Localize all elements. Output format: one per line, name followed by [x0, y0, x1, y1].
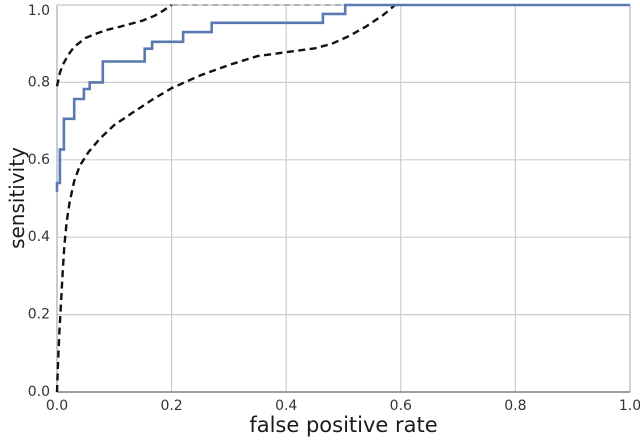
y-tick-label: 0.8 [28, 74, 50, 90]
x-tick-label: 0.8 [504, 398, 526, 414]
y-tick-label: 0.6 [28, 152, 50, 168]
y-tick-label: 0.0 [28, 384, 50, 400]
x-tick-label: 0.4 [275, 398, 297, 414]
x-tick-label: 1.0 [619, 398, 640, 414]
y-tick-label: 1.0 [28, 3, 50, 19]
roc-curve-line [55, 3, 630, 192]
x-axis-title: false positive rate [249, 413, 438, 437]
y-tick-label: 0.4 [28, 229, 50, 245]
y-axis-title: sensitivity [5, 147, 29, 249]
y-tick-label: 0.2 [28, 307, 50, 323]
confidence-band-upper-line [55, 4, 173, 87]
x-tick-label: 0.2 [160, 398, 182, 414]
x-tick-label: 0.6 [390, 398, 412, 414]
confidence-band-lower-line [55, 4, 396, 393]
x-tick-label: 0.0 [46, 398, 68, 414]
